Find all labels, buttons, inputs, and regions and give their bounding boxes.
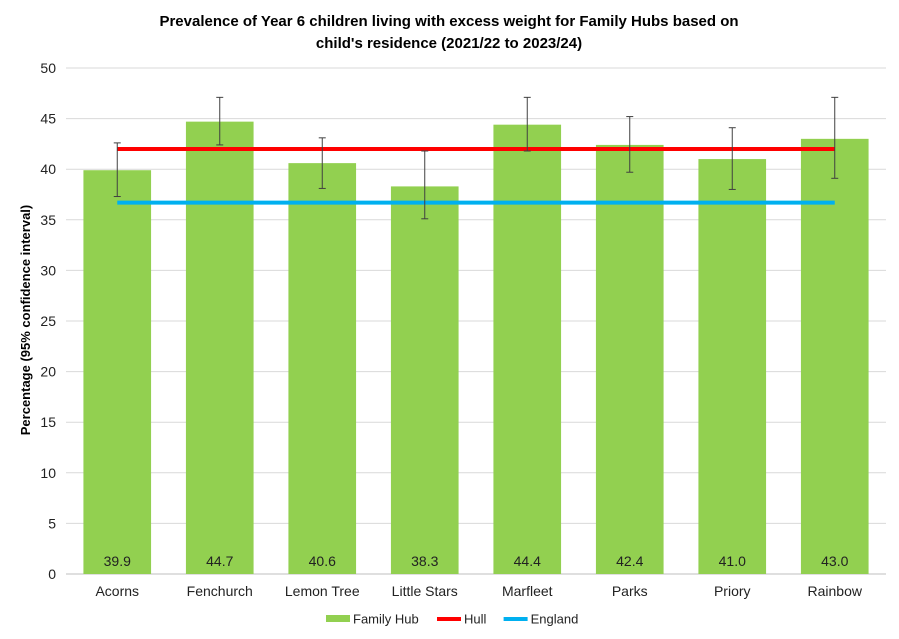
bars <box>83 121 869 575</box>
x-tick-label: Little Stars <box>392 583 458 599</box>
y-tick-label: 30 <box>40 262 56 278</box>
y-tick-label: 15 <box>40 414 56 430</box>
data-label: 38.3 <box>411 553 438 569</box>
y-tick-label: 25 <box>40 313 56 329</box>
data-labels: 39.9 44.7 40.6 38.3 44.4 42.4 41.0 43.0 <box>104 553 849 569</box>
legend-label: England <box>531 612 579 627</box>
chart-title-line2: child's residence (2021/22 to 2023/24) <box>316 35 582 52</box>
y-axis-label: Percentage (95% confidence interval) <box>18 205 33 435</box>
chart-title-line1: Prevalence of Year 6 children living wit… <box>159 13 738 30</box>
x-tick-label: Marfleet <box>502 583 553 599</box>
x-tick-label: Fenchurch <box>187 583 253 599</box>
bar <box>493 124 562 574</box>
bar <box>595 144 664 575</box>
data-label: 41.0 <box>719 553 746 569</box>
bar <box>698 159 767 574</box>
x-tick-label: Lemon Tree <box>285 583 360 599</box>
bar <box>800 138 869 574</box>
bar <box>185 121 254 575</box>
y-tick-label: 20 <box>40 364 56 380</box>
y-tick-label: 35 <box>40 212 56 228</box>
reference-lines <box>117 146 835 205</box>
data-label: 40.6 <box>309 553 336 569</box>
legend: Family Hub Hull England <box>326 612 578 627</box>
bar <box>83 170 152 574</box>
y-axis-ticks: 0 5 10 15 20 25 30 35 40 45 50 <box>40 60 56 582</box>
data-label: 43.0 <box>821 553 848 569</box>
y-tick-label: 50 <box>40 60 56 76</box>
x-tick-label: Rainbow <box>808 583 863 599</box>
legend-label: Hull <box>464 612 487 627</box>
data-label: 44.4 <box>514 553 541 569</box>
legend-label: Family Hub <box>353 612 419 627</box>
y-tick-label: 45 <box>40 111 56 127</box>
x-tick-label: Priory <box>714 583 751 599</box>
y-tick-label: 5 <box>48 515 56 531</box>
y-tick-label: 10 <box>40 465 56 481</box>
y-tick-label: 0 <box>48 566 56 582</box>
bar <box>288 163 357 575</box>
error-bars <box>113 96 839 220</box>
data-label: 42.4 <box>616 553 643 569</box>
x-tick-label: Acorns <box>95 583 139 599</box>
data-label: 39.9 <box>104 553 131 569</box>
bar <box>390 186 459 575</box>
y-tick-label: 40 <box>40 161 56 177</box>
x-axis-ticks: Acorns Fenchurch Lemon Tree Little Stars Mar… <box>95 583 862 599</box>
data-label: 44.7 <box>206 553 233 569</box>
x-tick-label: Parks <box>612 583 648 599</box>
legend-swatch-family-hub <box>326 615 350 622</box>
